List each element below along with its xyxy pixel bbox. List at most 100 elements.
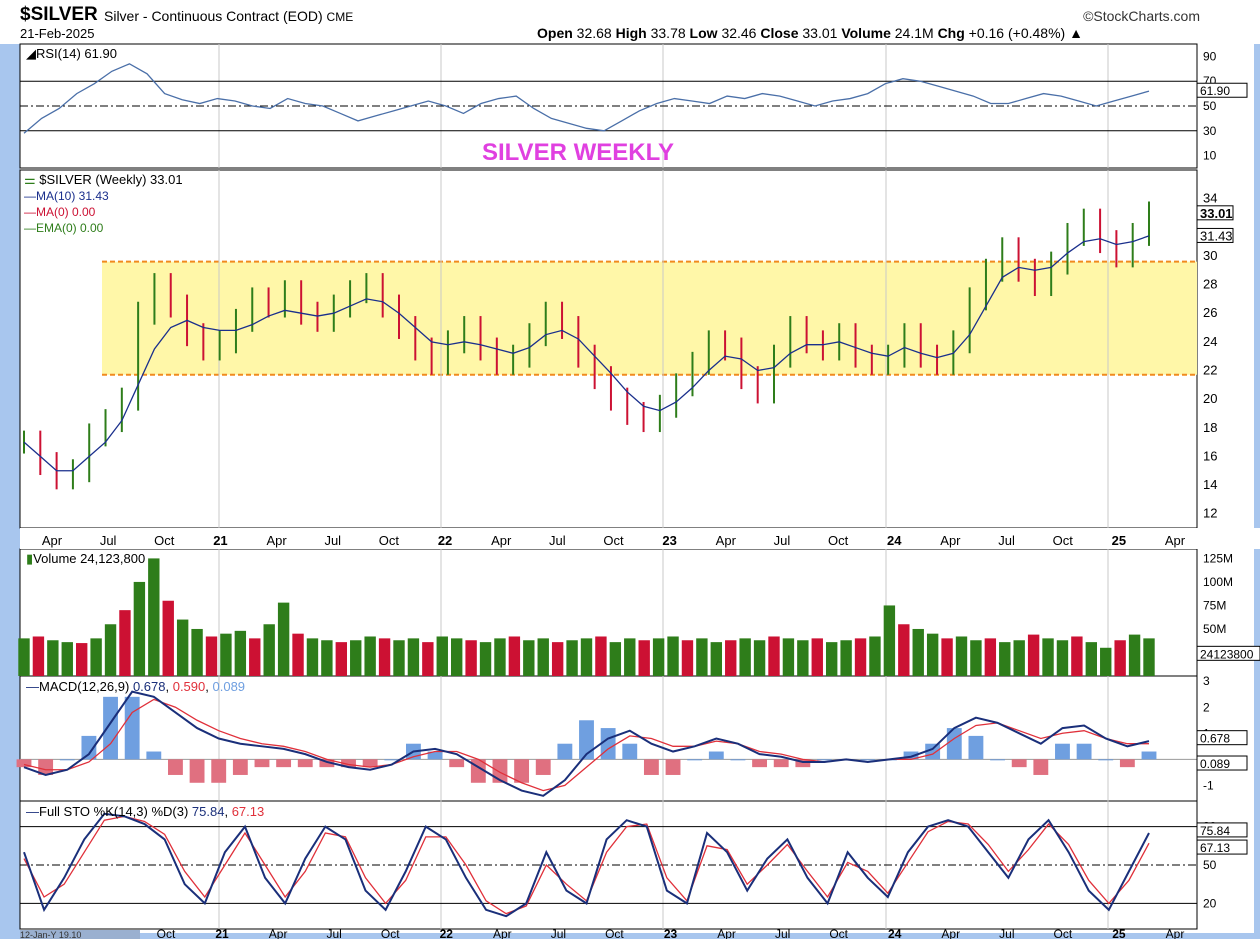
macd-histogram-bar <box>514 759 530 783</box>
macd-histogram-bar <box>146 751 162 760</box>
macd-histogram-bar <box>362 759 378 768</box>
candle-icon: ⚌ <box>24 172 36 187</box>
volume-bar <box>234 630 247 676</box>
volume-tick: 125M <box>1203 551 1233 565</box>
macd-histogram-bar <box>1076 743 1092 760</box>
chart-header: $SILVER Silver - Continuous Contract (EO… <box>0 0 1260 44</box>
brand-logo[interactable]: ©StockCharts.com <box>1083 8 1200 24</box>
macd-histogram-bar <box>59 759 75 761</box>
x-tick-label: 25 <box>1112 533 1126 548</box>
volume-bar <box>436 636 448 676</box>
volume-bar <box>984 638 997 676</box>
macd-histogram-bar <box>1055 743 1070 760</box>
volume-bar <box>681 640 694 676</box>
price-tick: 34 <box>1203 191 1217 206</box>
volume-bar <box>393 640 405 676</box>
macd-histogram-bar <box>319 759 335 768</box>
volume-bar <box>407 638 420 676</box>
volume-bar <box>753 640 766 676</box>
macd-histogram-bar <box>622 743 638 760</box>
volume-tick: 100M <box>1203 575 1233 589</box>
volume-bar <box>249 638 261 676</box>
macd-histogram-bar <box>708 751 724 760</box>
right-frame <box>1254 0 1260 939</box>
x-tick-label: 22 <box>438 533 452 548</box>
volume-bar <box>479 642 492 676</box>
volume-bar <box>999 642 1011 676</box>
rsi-value-label: 61.90 <box>1200 84 1230 98</box>
macd-histogram-bar <box>211 759 227 783</box>
rsi-legend: ◢RSI(14) 61.90 <box>26 46 117 61</box>
volume-bar <box>1042 638 1054 676</box>
x-tick-label: 24 <box>887 533 902 548</box>
x-tick-label: 23 <box>662 533 676 548</box>
volume-bar <box>825 642 838 676</box>
date-axis-strip <box>20 528 1260 549</box>
price-tick: 20 <box>1203 391 1217 406</box>
x-tick-label-bottom: Oct <box>1054 927 1073 939</box>
sto-value-box <box>1196 822 1248 838</box>
price-tick: 30 <box>1203 248 1217 263</box>
sto-value-label: 75.84 <box>1200 824 1230 838</box>
volume-bar <box>566 640 578 676</box>
sto-tick: 20 <box>1203 896 1217 910</box>
volume-bar <box>696 638 708 676</box>
x-tick-label-bottom: Apr <box>717 927 736 939</box>
x-tick-label-bottom: 25 <box>1112 927 1126 939</box>
sto-k-line <box>23 812 1150 918</box>
macd-histogram-bar <box>297 759 313 768</box>
volume-bar <box>75 643 88 676</box>
price-legend: ⚌ $SILVER (Weekly) 33.01 —MA(10) 31.43 —… <box>24 172 183 236</box>
ma10-line <box>23 235 1150 472</box>
macd-histogram-bar <box>449 759 465 768</box>
price-tick: 14 <box>1203 477 1217 492</box>
volume-value-box <box>1196 645 1260 661</box>
volume-bar <box>1071 636 1083 676</box>
price-tick: 26 <box>1203 305 1217 320</box>
price-value-label: 33.01 <box>1200 206 1233 221</box>
trading-range-band <box>102 261 1197 375</box>
volume-bar <box>652 638 665 676</box>
volume-bar <box>350 640 362 676</box>
macd-histogram-bar <box>773 759 789 768</box>
x-tick-label: Oct <box>603 533 624 548</box>
x-tick-label: Oct <box>379 533 400 548</box>
legend-ema0: —EMA(0) 0.00 <box>24 221 104 235</box>
sto-value-label: 67.13 <box>1200 841 1230 855</box>
x-tick-label-bottom: Oct <box>381 927 400 939</box>
legend-ma0: —MA(0) 0.00 <box>24 205 96 219</box>
macd-histogram-bar <box>795 759 811 768</box>
x-tick-label-bottom: Oct <box>829 927 848 939</box>
x-tick-label: Apr <box>491 533 512 548</box>
volume-bar <box>1128 634 1141 676</box>
macd-histogram-bar <box>1141 751 1157 760</box>
legend-price: ⚌ $SILVER (Weekly) 33.01 <box>24 172 183 187</box>
sto-tick: 50 <box>1203 858 1217 872</box>
macd-histogram-bar <box>103 696 118 760</box>
volume-bar <box>609 642 622 676</box>
macd-histogram-bar <box>968 735 984 760</box>
x-tick-label: 21 <box>213 533 227 548</box>
x-tick-label: Apr <box>1165 533 1186 548</box>
macd-histogram-bar <box>903 751 919 760</box>
volume-bars-icon: ▮ <box>26 551 34 566</box>
symbol[interactable]: $SILVER <box>20 4 98 25</box>
macd-histogram-bar <box>189 759 205 783</box>
price-tick: 28 <box>1203 277 1217 292</box>
volume-bar <box>508 636 521 676</box>
volume-bar <box>104 624 117 676</box>
chart-date: 21-Feb-2025 <box>20 26 95 41</box>
macd-histogram-bar <box>38 759 54 775</box>
volume-bar <box>912 628 924 676</box>
legend-ma10: —MA(10) 31.43 <box>24 189 109 203</box>
x-tick-label: Oct <box>1053 533 1074 548</box>
volume-bar <box>162 600 174 676</box>
x-tick-label-bottom: Apr <box>493 927 512 939</box>
volume-bar <box>898 624 910 676</box>
volume-bar <box>133 581 146 676</box>
macd-tick: 2 <box>1203 700 1210 714</box>
macd-histogram-bar <box>276 759 292 768</box>
volume-bar <box>220 633 232 676</box>
x-tick-label-bottom: Apr <box>1166 927 1185 939</box>
